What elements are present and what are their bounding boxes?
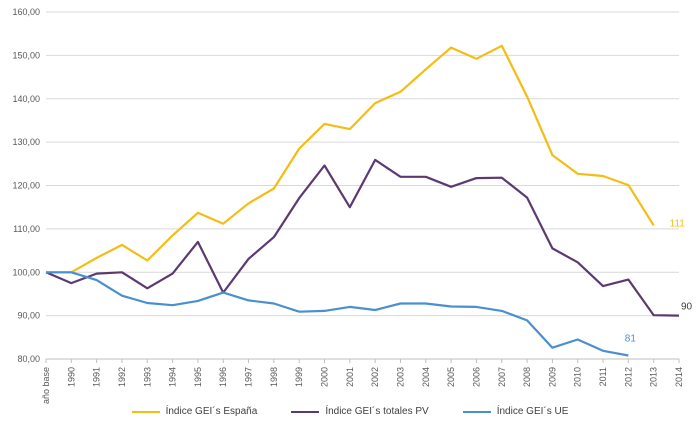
x-tick-label: 1999 <box>294 367 304 387</box>
x-tick-label: 1990 <box>66 367 76 387</box>
legend-item-espana: Índice GEI´s España <box>131 406 258 417</box>
y-tick-label: 120,00 <box>12 181 40 191</box>
x-tick-label: 2009 <box>547 367 557 387</box>
x-tick-label: 1996 <box>218 367 228 387</box>
series-end-label: 90 <box>681 302 693 313</box>
legend-label-espana: Índice GEI´s España <box>165 406 258 417</box>
x-tick-label: 1993 <box>142 367 152 387</box>
y-axis: 80,00 90,00 100,00 110,00 120,00 130,00 140,00… <box>12 7 40 364</box>
legend: Índice GEI´s España Índice GEI´s totales… <box>0 406 700 417</box>
x-tick-label: 2002 <box>370 367 380 387</box>
x-tick-label: 2003 <box>395 367 405 387</box>
x-tick-label: 2007 <box>497 367 507 387</box>
x-tick-label: 2008 <box>522 367 532 387</box>
legend-swatch-pv <box>291 410 320 413</box>
y-tick-label: 80,00 <box>17 354 40 364</box>
x-tick-label: 1994 <box>168 367 178 387</box>
series-line-2 <box>46 271 629 357</box>
x-tick-label: 2000 <box>320 367 330 387</box>
y-tick-label: 130,00 <box>12 137 40 147</box>
x-tick-label: 2012 <box>623 367 633 387</box>
series-line-0 <box>46 44 655 274</box>
y-tick-label: 150,00 <box>12 50 40 60</box>
legend-swatch-ue <box>462 410 491 413</box>
x-tick-label: 1992 <box>117 367 127 387</box>
x-tick-label: 2014 <box>674 367 684 387</box>
x-tick-label: año base <box>41 367 51 404</box>
x-tick-label: 1997 <box>244 367 254 387</box>
legend-item-ue: Índice GEI´s UE <box>462 406 569 417</box>
y-tick-label: 160,00 <box>12 7 40 17</box>
legend-item-pv: Índice GEI´s totales PV <box>291 406 429 417</box>
series-end-label: 81 <box>625 334 637 345</box>
series-line-1 <box>45 158 680 317</box>
x-tick-label: 2010 <box>573 367 583 387</box>
y-tick-label: 140,00 <box>12 94 40 104</box>
x-tick-label: 2006 <box>471 367 481 387</box>
y-tick-label: 90,00 <box>17 311 40 321</box>
x-axis: año base 1990 1991 1992 1993 1994 1995 1996 1997… <box>41 359 684 404</box>
series-lines <box>45 44 680 357</box>
legend-label-ue: Índice GEI´s UE <box>496 406 569 417</box>
y-tick-label: 100,00 <box>12 267 40 277</box>
legend-label-pv: Índice GEI´s totales PV <box>325 406 429 417</box>
x-tick-label: 2011 <box>598 367 608 386</box>
x-tick-label: 1998 <box>269 367 279 387</box>
legend-swatch-espana <box>131 410 160 413</box>
x-tick-label: 1995 <box>193 367 203 387</box>
x-tick-label: 2005 <box>446 367 456 387</box>
x-tick-label: 1991 <box>92 367 102 387</box>
x-tick-label: 2004 <box>421 367 431 387</box>
x-tick-label: 2013 <box>649 367 659 387</box>
series-end-label: 111 <box>670 218 686 229</box>
end-labels: 111 90 81 <box>625 218 693 344</box>
x-tick-label: 2001 <box>345 367 355 387</box>
y-tick-label: 110,00 <box>13 224 40 234</box>
